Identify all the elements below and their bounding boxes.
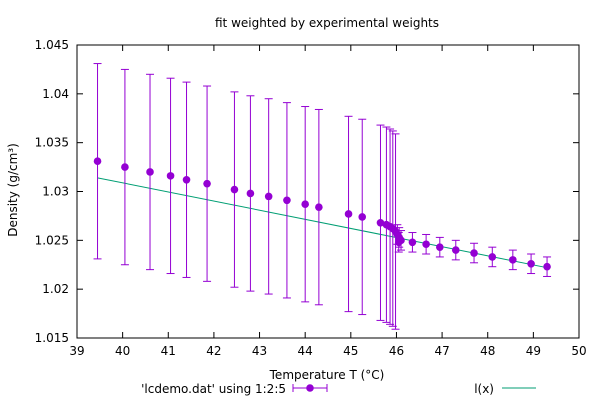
data-point <box>166 77 175 275</box>
x-tick-label: 41 <box>161 344 176 358</box>
data-point <box>120 68 129 266</box>
data-points-layer <box>93 63 552 330</box>
x-tick-label: 50 <box>571 344 586 358</box>
y-axis-label: Density (g/cm³) <box>6 143 20 237</box>
x-tick-label: 44 <box>298 344 313 358</box>
y-tick-label: 1.045 <box>35 38 69 52</box>
data-marker <box>230 185 239 194</box>
data-marker <box>182 175 191 184</box>
data-point <box>314 108 323 306</box>
axis-ticks: 39 40 41 42 43 44 45 46 47 48 49 50 1.015 1.02 1.025 1.… <box>35 38 587 358</box>
data-point <box>246 95 255 292</box>
data-marker <box>451 246 460 254</box>
data-point <box>301 106 310 303</box>
data-point <box>203 85 212 282</box>
data-marker <box>344 210 353 218</box>
fit-line-layer <box>97 177 548 269</box>
data-point <box>488 246 497 268</box>
data-point <box>282 102 291 299</box>
data-marker <box>283 196 291 205</box>
data-point <box>527 253 536 275</box>
data-point <box>264 98 273 295</box>
fit-line <box>97 177 548 269</box>
data-point <box>146 73 155 271</box>
data-point <box>230 91 239 288</box>
data-point <box>508 249 517 271</box>
x-tick-label: 42 <box>206 344 221 358</box>
data-marker <box>121 163 129 171</box>
x-axis-label: Temperature T (°C) <box>269 368 385 382</box>
x-tick-label: 49 <box>526 344 541 358</box>
y-tick-label: 1.03 <box>42 185 69 199</box>
data-point <box>182 81 191 278</box>
y-tick-label: 1.04 <box>42 87 69 101</box>
data-marker <box>376 218 385 227</box>
data-marker <box>146 168 154 176</box>
x-tick-label: 48 <box>480 344 495 358</box>
x-tick-label: 40 <box>115 344 130 358</box>
x-tick-label: 39 <box>69 344 84 358</box>
data-marker <box>527 259 535 268</box>
data-marker <box>408 238 417 247</box>
legend-label-fit: l(x) <box>474 382 494 396</box>
x-tick-label: 43 <box>252 344 267 358</box>
data-point <box>435 236 444 258</box>
data-point <box>344 115 353 313</box>
data-marker <box>422 240 430 249</box>
x-tick-label: 46 <box>389 344 404 358</box>
legend-marker <box>306 384 314 392</box>
legend-sample-data <box>292 384 328 392</box>
data-marker <box>166 172 175 180</box>
plot-frame <box>76 44 580 339</box>
data-marker <box>358 213 367 221</box>
data-marker <box>488 253 497 261</box>
data-point <box>93 63 102 260</box>
legend-label-data: 'lcdemo.dat' using 1:2:5 <box>141 382 286 396</box>
data-point <box>422 233 431 255</box>
data-point <box>376 124 385 321</box>
y-tick-label: 1.035 <box>35 136 69 150</box>
legend: 'lcdemo.dat' using 1:2:5 l(x) <box>141 382 536 396</box>
data-point <box>451 239 460 261</box>
data-marker <box>436 243 444 251</box>
x-tick-label: 47 <box>434 344 449 358</box>
data-marker <box>509 256 517 264</box>
data-marker <box>93 157 102 166</box>
data-point <box>358 118 367 316</box>
data-point <box>394 232 403 253</box>
data-point <box>543 256 552 277</box>
x-tick-label: 45 <box>343 344 358 358</box>
data-marker <box>315 203 323 211</box>
data-marker <box>264 192 273 201</box>
data-marker <box>301 200 309 208</box>
data-point <box>408 232 417 253</box>
data-marker <box>543 262 551 271</box>
y-tick-label: 1.02 <box>42 282 69 296</box>
data-marker <box>203 179 211 188</box>
chart-title: fit weighted by experimental weights <box>215 16 439 30</box>
data-marker <box>246 189 255 198</box>
data-point <box>470 242 479 264</box>
y-tick-label: 1.025 <box>35 233 69 247</box>
data-marker <box>394 238 403 247</box>
data-marker <box>470 249 478 257</box>
y-tick-label: 1.015 <box>35 331 69 345</box>
